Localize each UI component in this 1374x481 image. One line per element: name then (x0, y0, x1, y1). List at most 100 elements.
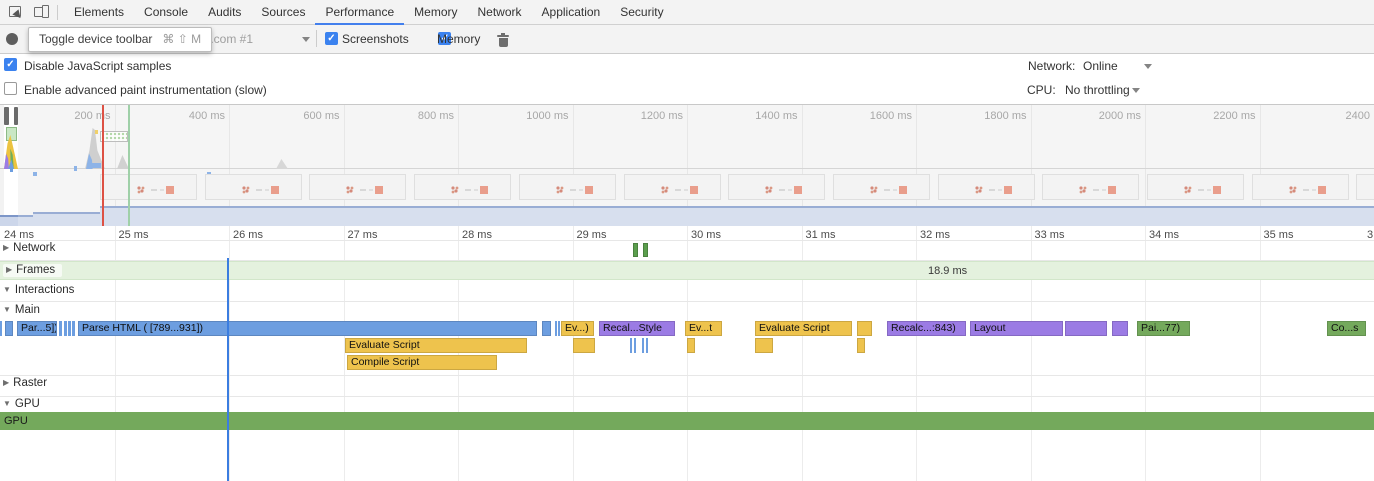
collapsed-triangle-icon: ▶ (3, 378, 10, 387)
tab-performance[interactable]: Performance (315, 0, 404, 25)
flame-bar[interactable] (857, 321, 872, 336)
flame-bar[interactable] (0, 321, 2, 336)
tab-network[interactable]: Network (477, 5, 522, 19)
tab-elements[interactable]: Elements (74, 5, 125, 19)
page-selector-arrow-icon[interactable] (302, 37, 310, 42)
overview-ruler-label: 1200 ms (640, 110, 683, 122)
screenshot-thumbnail[interactable] (1147, 174, 1244, 200)
flame-bar[interactable] (1112, 321, 1128, 336)
flame-bar[interactable] (633, 338, 636, 353)
waterfall-gridline (687, 226, 688, 481)
network-throttle-arrow-icon[interactable] (1144, 64, 1152, 69)
thumbnail-text-glyph (465, 189, 472, 191)
record-button[interactable] (6, 33, 18, 45)
track-raster[interactable]: ▶ Raster (3, 377, 48, 389)
network-throttle-select[interactable]: Online (1083, 59, 1118, 73)
flame-bar[interactable] (1065, 321, 1107, 336)
flame-bar[interactable] (645, 338, 648, 353)
flame-bar[interactable]: Compile Script (347, 355, 497, 370)
track-main[interactable]: ▼ Main (3, 304, 40, 316)
gpu-activity-bar[interactable]: GPU (0, 412, 1374, 430)
flame-bar[interactable]: Recalc...:843) (887, 321, 966, 336)
memory-checkbox[interactable]: ✓ (438, 32, 452, 45)
flame-bar[interactable] (542, 321, 551, 336)
cpu-baseline (0, 168, 1374, 169)
overview-gridline (458, 105, 459, 226)
page-selector[interactable]: t.com #1 (207, 32, 254, 46)
selection-right-handle[interactable] (13, 107, 18, 125)
screenshot-thumbnail[interactable] (204, 174, 302, 200)
flame-bar[interactable]: Parse HTML ( [789...931]) (78, 321, 537, 336)
flame-bar[interactable] (64, 321, 67, 336)
overview-ruler-label: 1400 ms (755, 110, 798, 122)
flame-bar[interactable]: Evaluate Script (345, 338, 527, 353)
trash-icon[interactable] (497, 33, 509, 47)
overview-ruler-label: 800 ms (417, 110, 454, 122)
tab-application[interactable]: Application (541, 5, 601, 19)
flame-bar[interactable] (555, 321, 557, 336)
screenshot-thumbnail[interactable] (1042, 174, 1140, 200)
screenshot-thumbnail[interactable] (623, 174, 721, 200)
thumbnail-favicon-icon (974, 186, 983, 194)
flame-bar[interactable] (72, 321, 75, 336)
tab-strip: Elements Console Audits Sources Performance M… (64, 0, 674, 25)
thumbnail-image-glyph (375, 186, 384, 194)
flame-bar[interactable] (630, 338, 632, 353)
cpu-throttle-select[interactable]: No throttling (1065, 83, 1130, 97)
thumbnail-text-glyph (892, 189, 897, 191)
flame-bar[interactable] (59, 321, 62, 336)
selection-left-handle[interactable] (4, 107, 9, 125)
flame-bar[interactable] (687, 338, 695, 353)
network-event-bar[interactable] (643, 243, 648, 257)
flame-chart[interactable]: 24 ms 25 ms 26 ms 27 ms 28 ms 29 ms 30 ms 31 ms… (0, 226, 1374, 481)
timeline-overview[interactable]: 200 ms 400 ms 600 ms 800 ms 1000 ms 1200 ms 14… (0, 104, 1374, 226)
track-gpu[interactable]: ▼ GPU (3, 398, 40, 410)
screenshot-thumbnail[interactable] (309, 174, 407, 200)
check-icon: ✓ (440, 33, 450, 44)
overview-ruler-label: 1000 ms (526, 110, 569, 122)
screenshot-thumbnail[interactable] (518, 174, 616, 200)
track-frames-band[interactable]: ▶ Frames 18.9 ms (0, 261, 1374, 280)
screenshot-thumbnail[interactable] (832, 174, 930, 200)
flame-bar[interactable]: Recal...Style (599, 321, 675, 336)
network-event-bar[interactable] (633, 243, 638, 257)
overview-frame-marker (100, 131, 128, 142)
devtools-tab-bar: Elements Console Audits Sources Performance M… (0, 0, 1374, 25)
flame-bar[interactable] (573, 338, 595, 353)
flame-bar[interactable]: Pai...77) (1137, 321, 1190, 336)
screenshot-thumbnail[interactable] (1251, 174, 1349, 200)
track-interactions[interactable]: ▼ Interactions (3, 284, 75, 296)
flame-bar[interactable]: Par...5]) (17, 321, 57, 336)
screenshot-thumbnail[interactable] (100, 174, 197, 200)
screenshot-thumbnail[interactable] (1356, 174, 1374, 200)
flame-bar[interactable]: Ev...) (561, 321, 594, 336)
flame-bar[interactable] (68, 321, 71, 336)
flame-bar[interactable]: Evaluate Script (755, 321, 852, 336)
tab-audits[interactable]: Audits (208, 5, 242, 19)
tab-console[interactable]: Console (144, 5, 189, 19)
screenshot-thumbnail[interactable] (728, 174, 826, 200)
track-frames[interactable]: ▶ Frames (3, 264, 63, 277)
flame-bar[interactable]: Layout (970, 321, 1063, 336)
flame-bar[interactable]: Co...s (1327, 321, 1366, 336)
flame-bar[interactable] (5, 321, 13, 336)
screenshot-thumbnail[interactable] (414, 174, 512, 200)
flame-bar[interactable]: Ev...t (685, 321, 722, 336)
paint-instrumentation-checkbox[interactable] (4, 82, 17, 95)
tab-security[interactable]: Security (620, 5, 664, 19)
tab-memory[interactable]: Memory (414, 5, 458, 19)
cpu-throttle-arrow-icon[interactable] (1132, 88, 1140, 93)
overview-red-marker (102, 105, 104, 226)
thumbnail-text-glyph (1207, 189, 1211, 191)
thumbnail-text-glyph (474, 189, 479, 191)
overview-network-tick (10, 167, 13, 172)
screenshot-thumbnail[interactable] (937, 174, 1035, 200)
flame-bar[interactable] (857, 338, 865, 353)
track-network[interactable]: ▶ Network (3, 242, 56, 254)
flame-bar[interactable] (642, 338, 644, 353)
screenshots-checkbox[interactable]: ✓ (325, 32, 338, 45)
flame-bar[interactable] (558, 321, 560, 336)
disable-js-samples-checkbox[interactable]: ✓ (4, 58, 17, 71)
tab-sources[interactable]: Sources (261, 5, 306, 19)
flame-bar[interactable] (755, 338, 773, 353)
